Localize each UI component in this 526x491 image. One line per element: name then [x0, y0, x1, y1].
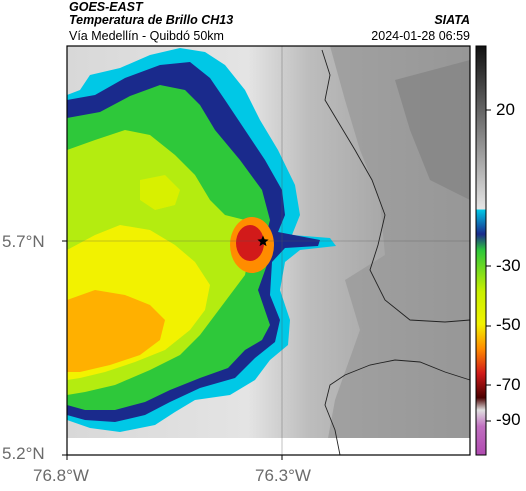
lon-tick-label: 76.3°W	[255, 466, 311, 485]
timestamp-label: 2024-01-28 06:59	[371, 29, 470, 43]
star-icon	[257, 235, 269, 247]
colorbar-tick-label: -30	[496, 256, 521, 275]
no-data-strip	[67, 438, 470, 455]
colorbar	[475, 45, 487, 456]
terrain-shading-dark	[395, 60, 470, 200]
region-label: Vía Medellín - Quibdó 50km	[69, 29, 224, 43]
admin-border-2	[324, 359, 471, 456]
institution-label: SIATA	[434, 13, 470, 27]
lon-tick-label: 76.8°W	[33, 466, 89, 485]
lat-tick-label: 5.2°N	[2, 444, 45, 463]
cloud-region-orange	[67, 290, 165, 372]
lat-tick-label: 5.7°N	[2, 232, 45, 251]
colorbar-tick-label: -90	[496, 410, 521, 429]
convective-core-red	[236, 225, 264, 261]
map-frame	[66, 45, 471, 456]
cloud-patch-yellowgreen	[140, 175, 180, 210]
colorbar-tick-label: 20	[496, 100, 515, 119]
colorbar-tick-label: -70	[496, 375, 521, 394]
admin-border-1	[321, 49, 471, 323]
colorbar-tick-label: -50	[496, 315, 521, 334]
product-title: Temperatura de Brillo CH13	[69, 13, 234, 27]
satellite-name: GOES-EAST	[69, 0, 143, 14]
